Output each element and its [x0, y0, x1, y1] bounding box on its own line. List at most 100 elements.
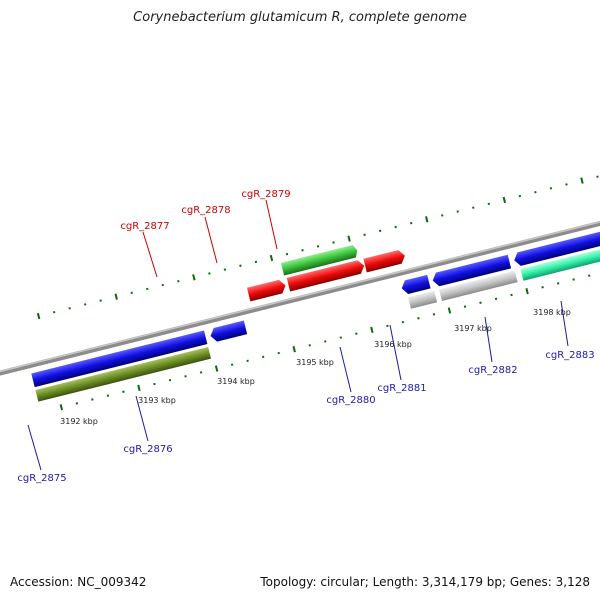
minor-tick — [146, 287, 149, 291]
minor-tick — [301, 249, 304, 252]
major-tick — [214, 365, 219, 372]
outer-tick-row — [36, 175, 599, 320]
minor-tick — [510, 293, 513, 297]
gene-label-2877[interactable]: cgR_2877 — [120, 221, 169, 232]
leader-line — [204, 216, 218, 264]
minor-tick — [556, 282, 560, 285]
tick-label-3194: 3194 kbp — [217, 377, 255, 386]
minor-tick — [541, 286, 544, 289]
gene-arrow-2876[interactable] — [209, 320, 248, 343]
minor-tick — [565, 183, 568, 186]
minor-tick — [254, 260, 258, 264]
minor-tick — [596, 175, 599, 178]
major-tick — [269, 254, 274, 262]
minor-tick — [130, 291, 133, 295]
minor-tick — [363, 233, 366, 236]
minor-tick — [75, 402, 79, 405]
leader-line — [560, 300, 569, 347]
gene-arrow-2880-gray[interactable] — [407, 290, 438, 309]
major-tick — [192, 274, 196, 281]
minor-tick — [441, 214, 444, 217]
minor-tick — [339, 336, 343, 339]
gene-arrow-2878[interactable] — [286, 259, 366, 292]
minor-tick — [386, 324, 389, 328]
minor-tick — [518, 194, 522, 198]
leader-line — [339, 346, 352, 393]
minor-tick — [184, 375, 187, 378]
tick-label-3195: 3195 kbp — [296, 358, 334, 367]
gene-label-2879[interactable]: cgR_2879 — [241, 189, 290, 200]
major-tick — [36, 312, 41, 320]
major-tick — [347, 235, 351, 242]
major-tick — [525, 287, 529, 295]
gene-arrow-2881[interactable] — [431, 254, 512, 288]
minor-tick — [401, 320, 405, 324]
gene-label-2883[interactable]: cgR_2883 — [545, 350, 594, 361]
minor-tick — [277, 351, 280, 355]
leader-line — [27, 424, 42, 471]
minor-tick — [52, 310, 56, 314]
gene-label-2880[interactable]: cgR_2880 — [326, 395, 375, 406]
minor-tick — [153, 382, 156, 386]
figure-title: Corynebacterium glutamicum R, complete g… — [133, 10, 467, 25]
gene-arrow-2881-gray[interactable] — [439, 270, 518, 302]
gene-arrow-2875-olive[interactable] — [35, 346, 212, 402]
minor-tick — [472, 206, 475, 209]
major-tick — [114, 293, 118, 300]
minor-tick — [355, 332, 358, 335]
gene-label-2878[interactable]: cgR_2878 — [181, 205, 230, 216]
gene-label-2876[interactable]: cgR_2876 — [123, 444, 172, 455]
gene-arrow-2880[interactable] — [400, 274, 431, 295]
minor-tick — [463, 305, 467, 308]
gene-arrow-2882[interactable] — [513, 229, 600, 267]
minor-tick — [324, 340, 327, 343]
minor-tick — [68, 307, 71, 310]
minor-tick — [177, 279, 180, 283]
gene-arrow-2878-green[interactable] — [280, 244, 359, 276]
tick-label-3192: 3192 kbp — [60, 417, 98, 426]
minor-tick — [285, 252, 289, 256]
minor-tick — [122, 390, 125, 393]
minor-tick — [161, 283, 165, 287]
minor-tick — [587, 274, 591, 277]
tick-label-3196: 3196 kbp — [374, 340, 412, 349]
minor-tick — [494, 297, 498, 301]
minor-tick — [479, 301, 482, 304]
minor-tick — [106, 394, 110, 397]
minor-tick — [230, 363, 234, 366]
gene-label-2882[interactable]: cgR_2882 — [468, 365, 517, 376]
minor-tick — [432, 313, 436, 316]
minor-tick — [394, 225, 397, 229]
topology-label: Topology: circular; Length: 3,314,179 bp… — [260, 575, 590, 589]
gene-label-2881[interactable]: cgR_2881 — [377, 383, 426, 394]
minor-tick — [239, 264, 242, 267]
gene-arrow-2877[interactable] — [246, 279, 287, 302]
leader-line — [484, 316, 493, 363]
backbone — [0, 155, 600, 378]
minor-tick — [246, 359, 249, 363]
tick-label-3193: 3193 kbp — [138, 396, 176, 405]
gene-label-2875[interactable]: cgR_2875 — [17, 473, 66, 484]
minor-tick — [332, 241, 335, 244]
minor-tick — [91, 398, 94, 401]
major-tick — [59, 404, 64, 411]
leader-line — [389, 324, 402, 381]
minor-tick — [456, 210, 459, 213]
minor-tick — [261, 355, 265, 359]
gene-arrow-2875[interactable] — [31, 330, 208, 388]
inner-tick-row — [59, 274, 591, 411]
major-tick — [137, 384, 141, 392]
minor-tick — [409, 221, 413, 225]
major-tick — [370, 326, 374, 333]
major-tick — [580, 177, 584, 184]
minor-tick — [417, 317, 420, 320]
minor-tick — [549, 187, 553, 190]
gene-arrow-2879[interactable] — [363, 249, 406, 273]
minor-tick — [99, 299, 102, 302]
minor-tick — [83, 303, 87, 306]
minor-tick — [223, 268, 227, 271]
tick-label-3198: 3198 kbp — [533, 308, 571, 317]
minor-tick — [316, 245, 320, 248]
minor-tick — [308, 344, 311, 347]
leader-line — [142, 231, 158, 278]
